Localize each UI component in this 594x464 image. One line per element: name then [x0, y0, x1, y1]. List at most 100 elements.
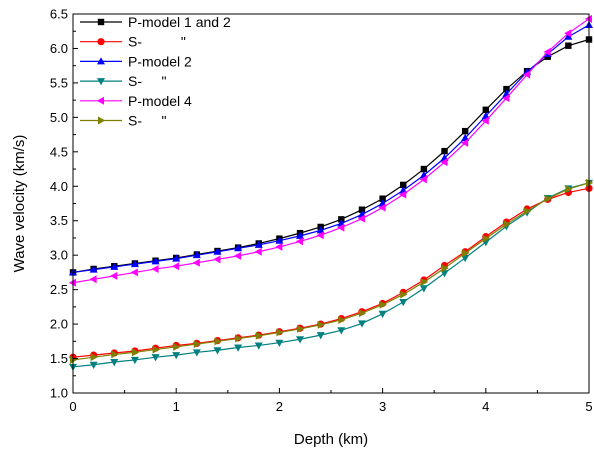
- legend-label: P-model 4: [128, 93, 192, 109]
- y-tick-label: 6.5: [50, 7, 68, 22]
- series-3-point: [110, 262, 119, 270]
- series-5-point: [213, 255, 221, 264]
- series-2: [69, 184, 593, 361]
- legend-label: P-model 1 and 2: [128, 14, 231, 30]
- series-3-point: [254, 240, 263, 248]
- series-4-point: [110, 358, 119, 367]
- series-3-point: [172, 254, 181, 262]
- series-1-point: [461, 127, 469, 135]
- series-4-point: [192, 349, 201, 357]
- series-5-point: [378, 203, 386, 212]
- series-6-point: [379, 300, 387, 309]
- legend-item-3: P-model 2: [80, 53, 192, 69]
- series-6-point: [420, 278, 429, 287]
- legend-item-2: S- ": [80, 34, 186, 50]
- series-6-point: [358, 309, 367, 318]
- legend-label: S- ": [128, 113, 166, 129]
- series-5-point: [233, 251, 242, 260]
- series-4-point: [89, 361, 98, 369]
- series-2-line: [72, 187, 590, 358]
- x-tick-label: 5: [585, 399, 592, 414]
- series-5-point: [440, 158, 448, 167]
- series-4-point: [461, 254, 470, 263]
- series-3-point: [275, 236, 284, 244]
- legend-swatch-marker: [97, 18, 105, 26]
- series-1-point: [358, 206, 366, 213]
- series-4-point: [296, 336, 305, 344]
- series-6-point: [193, 340, 202, 349]
- series-3-point: [461, 133, 470, 142]
- series-6-point: [214, 337, 222, 346]
- x-tick-label: 1: [173, 399, 180, 414]
- series-4-point: [254, 342, 263, 350]
- series-6-point: [276, 328, 284, 337]
- legend-label: P-model 2: [128, 53, 192, 69]
- series-5-line: [72, 18, 590, 284]
- series-5-point: [172, 262, 180, 271]
- series-4-point: [337, 327, 346, 335]
- series-5-point: [584, 14, 592, 23]
- series-4-point: [419, 285, 428, 293]
- series-6-point: [544, 194, 552, 203]
- legend-item-6: S- ": [80, 113, 166, 129]
- series-1-point: [441, 147, 448, 155]
- series-5-point: [68, 278, 76, 287]
- series-5: [68, 14, 592, 287]
- series-5-point: [481, 116, 489, 125]
- series-6-point: [565, 185, 573, 194]
- y-tick-label: 2.5: [50, 282, 68, 297]
- series-5-point: [337, 223, 345, 232]
- legend-item-1: P-model 1 and 2: [80, 14, 231, 30]
- series-5-point: [130, 268, 138, 277]
- series-3-point: [234, 244, 243, 252]
- series-6-point: [70, 355, 78, 364]
- series-5-point: [110, 271, 118, 280]
- series-5-point: [275, 242, 283, 251]
- legend-item-5: P-model 4: [80, 93, 192, 109]
- series-6: [70, 178, 594, 364]
- series-1-point: [503, 85, 510, 93]
- legend-swatch-marker: [98, 116, 106, 125]
- series-3-point: [564, 32, 573, 40]
- series-6-point: [131, 348, 140, 357]
- legend: P-model 1 and 2 S- " P-model 2 S- " P-model …: [80, 14, 231, 129]
- series-6-point: [503, 220, 511, 229]
- y-tick-label: 1.5: [50, 351, 68, 366]
- series-6-point: [400, 290, 408, 299]
- series-6-point: [152, 345, 160, 354]
- series-5-point: [543, 47, 551, 56]
- series-3-point: [151, 257, 160, 265]
- series-1-point: [482, 106, 489, 113]
- series-6-point: [297, 324, 305, 333]
- y-tick-label: 2.0: [50, 317, 68, 332]
- series-6-point: [441, 264, 449, 273]
- series-3-point: [296, 231, 305, 239]
- plot-frame: [72, 13, 590, 394]
- y-tick-label: 4.0: [50, 179, 68, 194]
- series-1-point: [565, 42, 572, 49]
- series-5-point: [564, 29, 572, 38]
- series-5-point: [254, 247, 262, 256]
- series-3-point: [316, 226, 325, 234]
- series-6-point: [173, 342, 181, 351]
- x-tick-label: 4: [482, 399, 489, 414]
- series-6-point: [317, 320, 325, 329]
- series-4-point: [316, 332, 325, 340]
- series-4-point: [357, 320, 366, 328]
- series-3-point: [130, 259, 139, 268]
- y-tick-label: 5.0: [50, 110, 68, 125]
- series-4-point: [275, 339, 284, 347]
- y-tick-label: 1.0: [50, 386, 68, 401]
- series-6-point: [586, 178, 594, 187]
- series-1-point: [400, 181, 407, 189]
- series-3-point: [89, 265, 98, 273]
- legend-swatch-marker: [97, 38, 105, 46]
- x-axis-title: Depth (km): [294, 431, 368, 448]
- x-tick-label: 0: [69, 399, 76, 414]
- y-axis-title: Wave velocity (km/s): [11, 135, 28, 273]
- y-tick-label: 6.0: [50, 41, 68, 56]
- series-6-point: [235, 334, 243, 343]
- series-6-point: [524, 207, 532, 216]
- legend-swatch-marker: [97, 57, 105, 65]
